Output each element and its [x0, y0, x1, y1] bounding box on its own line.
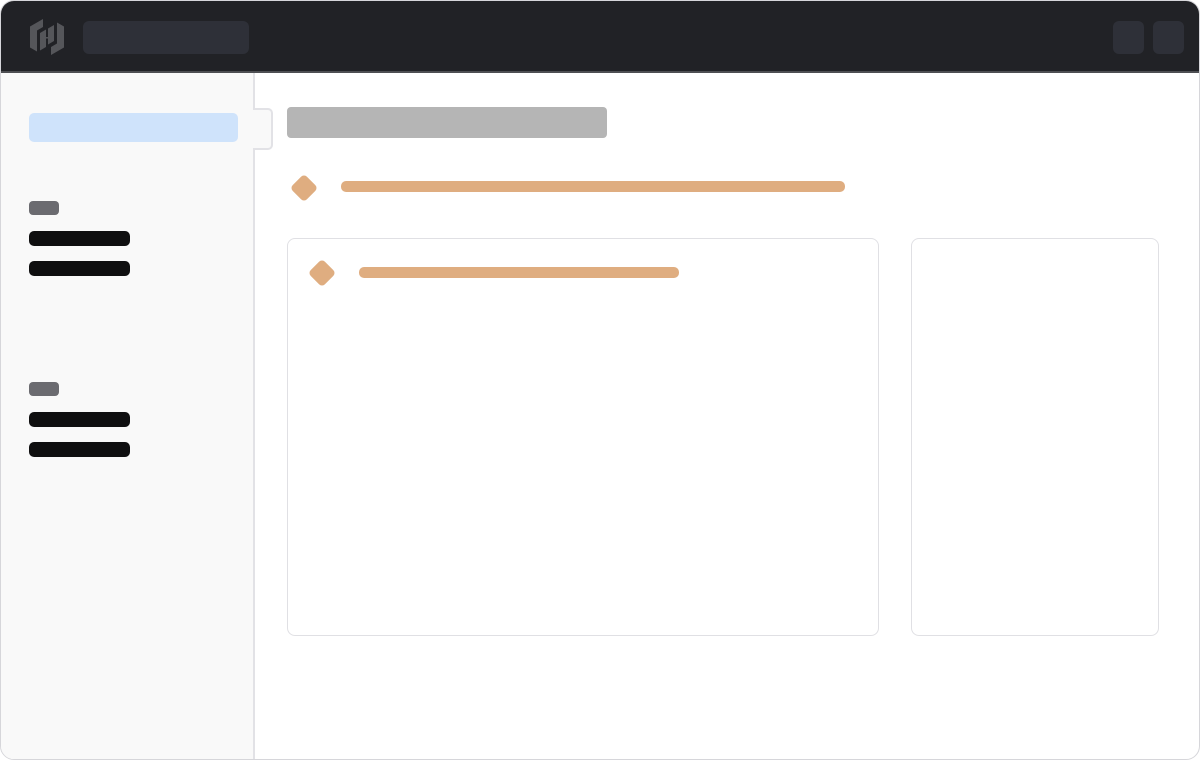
sidebar-group-label-2 — [29, 382, 59, 396]
page-title — [287, 107, 607, 138]
section-heading — [341, 181, 845, 192]
sidebar-item[interactable] — [29, 261, 130, 276]
logo-icon[interactable] — [27, 17, 67, 57]
card-heading — [359, 267, 679, 278]
side-card — [911, 238, 1159, 636]
sidebar-item-selected[interactable] — [29, 113, 238, 142]
sidebar-active-indicator — [253, 108, 273, 150]
sidebar-group-label-1 — [29, 201, 59, 215]
sidebar-item[interactable] — [29, 442, 130, 457]
sidebar-item[interactable] — [29, 231, 130, 246]
header-button-1[interactable] — [1113, 21, 1144, 54]
main-card — [287, 238, 879, 636]
search-input[interactable] — [83, 21, 249, 54]
sidebar-item[interactable] — [29, 412, 130, 427]
header-button-2[interactable] — [1153, 21, 1184, 54]
diamond-icon — [289, 173, 319, 203]
top-bar — [1, 1, 1199, 73]
